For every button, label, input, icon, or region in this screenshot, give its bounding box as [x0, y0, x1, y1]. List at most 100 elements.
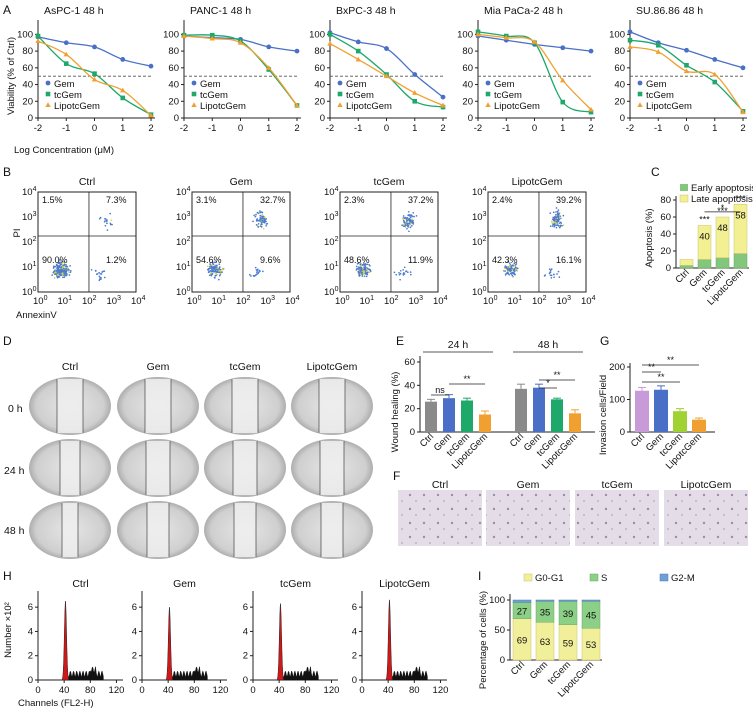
panelB-event [549, 212, 552, 215]
panelB-event [206, 265, 209, 268]
panelH-xtick-label: 0 [139, 685, 144, 696]
panelA-point-tcGem [655, 42, 661, 48]
panelI-ytick-label: 0 [500, 655, 505, 666]
panelA-legend-marker [637, 102, 643, 107]
panelB-frame [339, 191, 439, 293]
panelA-point-LipotcGem [655, 49, 661, 54]
panelB-event [255, 220, 258, 222]
invasion-image-gem [486, 490, 570, 546]
panelI-bar-G2-M [558, 599, 578, 602]
panelB-event [363, 264, 366, 267]
panelB-xlabel: AnnexinV [16, 310, 57, 321]
panelB-event [407, 214, 410, 217]
panelA-xtick-label: 2 [740, 123, 745, 134]
panelA-point-LipotcGem [327, 40, 333, 46]
panelH-title: LipotcGem [379, 578, 430, 590]
panelA-ytick-label: 80 [168, 46, 179, 57]
panelB-event [216, 268, 218, 271]
panelB-event [399, 269, 402, 272]
panelG-sig: ** [657, 372, 665, 382]
panelH-xtick-label: 0 [35, 685, 40, 696]
panelB-frame [487, 191, 587, 293]
panelA-ytick-label: 20 [614, 96, 625, 107]
panelB-ytick-label: 104 [22, 186, 37, 198]
panelB-event [253, 275, 255, 277]
panelB-event [502, 270, 505, 273]
panelB-event [259, 210, 261, 212]
panelH-subplot-2: 0 2 4 6 0 40 80 120 tcGem [243, 578, 340, 696]
panelB-quadrant-pct: 42.3% [492, 255, 518, 265]
panelB-event [413, 215, 415, 218]
panelB-event [257, 271, 260, 274]
panelB-event [404, 226, 407, 229]
panelB-event [68, 274, 71, 276]
panelA-point-LipotcGem [683, 68, 690, 74]
panelA-ytick-label: 60 [22, 63, 33, 74]
panelA-ytick-label: 0 [620, 113, 625, 124]
panelC-legend-early-swatch [680, 184, 688, 191]
panelB-event [553, 217, 556, 220]
panelD-col-tcgem: tcGem [230, 361, 261, 373]
panelH-ytick-label: 4 [352, 626, 357, 637]
panelH-subplot-1: 0 2 4 6 0 40 80 120 Gem [132, 578, 229, 696]
panelB-event [408, 230, 410, 233]
panelB-event [393, 271, 396, 274]
panelB-quadrant-pct: 2.3% [344, 195, 365, 205]
panelA-legend-marker [337, 102, 343, 107]
panelB-event [556, 219, 559, 221]
panelB-event [358, 275, 361, 277]
panelB-event [265, 223, 268, 225]
panelB-event [256, 218, 259, 220]
panelB-event [215, 272, 217, 275]
panelC-legend-early: Early apoptosis [691, 183, 753, 194]
panelA-point-tcGem [35, 33, 41, 39]
panelE-bar [443, 398, 455, 432]
panelB-title: tcGem [374, 176, 405, 188]
panelB-event [95, 273, 98, 276]
panelA-point-Gem [684, 47, 689, 53]
panelB-event [404, 216, 407, 219]
panelI-ytick-label: 50 [494, 625, 505, 636]
panelB-event [553, 276, 555, 279]
panelB-event [65, 274, 68, 276]
panelA-ytick-label: 60 [168, 63, 179, 74]
panelB-event [549, 271, 551, 274]
panelB-ytick-label: 104 [472, 186, 487, 198]
panelB-event [505, 272, 507, 275]
panelE-bar [425, 401, 437, 432]
panelA-ytick-label: 40 [314, 80, 325, 91]
panelB-event [556, 220, 558, 223]
panelA-point-LipotcGem [503, 34, 509, 40]
panelB-event [403, 266, 406, 269]
panelB-xtick-label: 103 [107, 295, 122, 307]
panelB-event [562, 224, 565, 227]
panelB-event [552, 223, 554, 226]
panelG-sig: ** [667, 355, 675, 365]
panelB-event [100, 273, 103, 275]
panelB-event [59, 273, 62, 276]
panelB-event [250, 275, 252, 277]
panelH-ytick-label: 4 [28, 626, 33, 637]
panelB-event [513, 273, 516, 276]
panelB-event [402, 217, 404, 220]
panelA-ytick-label: 60 [462, 63, 473, 74]
panelA-point-LipotcGem [181, 33, 187, 39]
panelA-ytick-label: 40 [614, 80, 625, 91]
panelA-legend-marker [637, 80, 643, 86]
panelA-legend-label: LipotcGem [646, 101, 692, 112]
panelB-event [258, 219, 261, 222]
panelB-xtick-label: 102 [82, 295, 97, 307]
panelB-event [61, 268, 64, 271]
panelB-event [69, 265, 71, 267]
panel-F-images: Ctrl Gem tcGem LipotcGem [398, 479, 748, 546]
panelI-ytick-label: 100 [489, 595, 505, 606]
panelH-xtick-label: 120 [213, 685, 229, 696]
panelA-legend-label: tcGem [54, 90, 82, 101]
panelA-point-Gem [588, 48, 594, 54]
panelB-event [516, 269, 519, 272]
panelC-ytick-label: 40 [660, 229, 671, 240]
